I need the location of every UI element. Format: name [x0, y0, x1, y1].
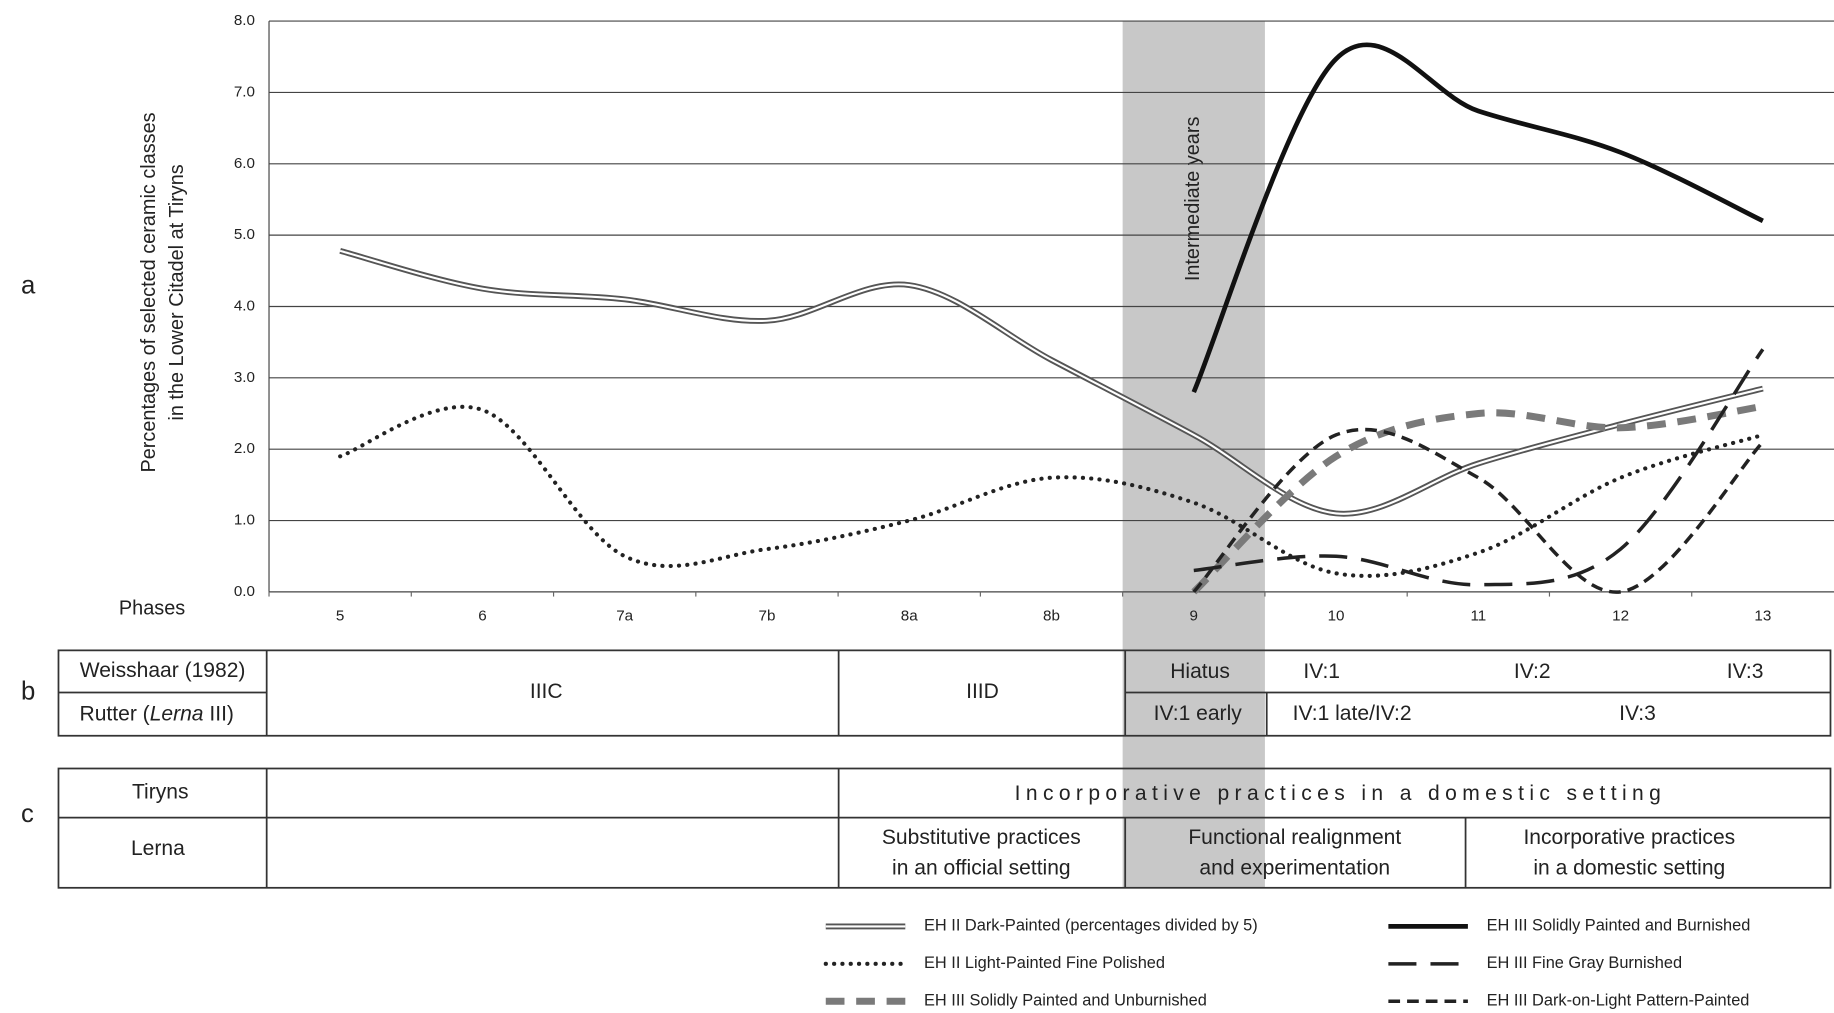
- row-label-part: III): [204, 702, 234, 725]
- cell: Incorporative practices in a domestic se…: [1015, 782, 1667, 805]
- shaded-band: [1122, 21, 1265, 888]
- series-line: [1192, 427, 1765, 594]
- row-label-part: Rutter (: [80, 702, 150, 725]
- x-axis-title: Phases: [119, 598, 185, 620]
- legend-label: EH II Light-Painted Fine Polished: [924, 954, 1165, 972]
- x-tick-label: 12: [1612, 607, 1629, 624]
- series-line: [1191, 402, 1764, 595]
- row-label-part: Lerna: [150, 702, 204, 725]
- y-tick-label: 8.0: [234, 12, 255, 29]
- legend-label: EH II Dark-Painted (percentages divided …: [924, 917, 1258, 935]
- row-label: Rutter (Lerna III): [80, 702, 234, 725]
- panel-label: c: [21, 800, 34, 828]
- y-tick-label: 0.0: [234, 583, 255, 600]
- y-tick-label: 4.0: [234, 298, 255, 315]
- series-line-inner: [339, 249, 1764, 515]
- row-label: Lerna: [131, 837, 185, 860]
- y-tick-label: 3.0: [234, 369, 255, 386]
- y-axis-title-line: Percentages of selected ceramic classes: [138, 112, 160, 472]
- cell-line: in an official setting: [892, 857, 1071, 880]
- x-tick-label: 10: [1328, 607, 1345, 624]
- y-tick-label: 2.0: [234, 440, 255, 457]
- legend-label: EH III Dark-on-Light Pattern-Painted: [1487, 992, 1750, 1010]
- x-tick-label: 7b: [759, 607, 776, 624]
- y-tick-label: 6.0: [234, 155, 255, 172]
- x-tick-label: 9: [1190, 607, 1198, 624]
- cell: IV:1 late/IV:2: [1293, 702, 1412, 725]
- cell-line: Substitutive practices: [882, 826, 1081, 849]
- y-axis-title: Percentages of selected ceramic classes …: [138, 112, 188, 472]
- table-border: [57, 767, 1832, 889]
- band-layer: Intermediate years: [1122, 21, 1265, 888]
- practice-table: Tiryns Lerna Incorporative practices in …: [57, 767, 1832, 889]
- x-tick-label: 8b: [1043, 607, 1060, 624]
- legend-label: EH III Solidly Painted and Burnished: [1487, 917, 1751, 935]
- band-label: Intermediate years: [1182, 117, 1204, 282]
- row-label: Tiryns: [132, 781, 189, 804]
- cell: Hiatus: [1170, 660, 1230, 683]
- y-tick-label: 7.0: [234, 83, 255, 100]
- y-tick-label: 5.0: [234, 226, 255, 243]
- cell: IV:1 early: [1154, 702, 1243, 725]
- panel-label: a: [21, 271, 36, 299]
- x-tick-label: 13: [1754, 607, 1771, 624]
- y-axis-title-line: in the Lower Citadel at Tiryns: [166, 164, 188, 420]
- cell-line: and experimentation: [1199, 857, 1390, 880]
- y-tick-label: 1.0: [234, 512, 255, 529]
- cell: IV:3: [1619, 702, 1656, 725]
- cell-line: Functional realignment: [1188, 826, 1401, 849]
- legend-label: EH III Fine Gray Burnished: [1487, 954, 1682, 972]
- cell: IIIC: [530, 680, 563, 703]
- panel-label: b: [21, 677, 35, 705]
- row-label: Weisshaar (1982): [80, 659, 246, 682]
- x-tick-label: 11: [1470, 607, 1486, 624]
- x-tick-label: 8a: [901, 607, 918, 624]
- x-tick-label: 5: [336, 607, 344, 624]
- legend-label: EH III Solidly Painted and Unburnished: [924, 992, 1207, 1010]
- cell: IIID: [966, 680, 999, 703]
- cell-line: Incorporative practices: [1523, 826, 1735, 849]
- cell-line: in a domestic setting: [1533, 857, 1725, 880]
- phase-table: Weisshaar (1982) Rutter (Lerna III) IIIC…: [57, 649, 1832, 737]
- x-tick-label: 6: [478, 607, 486, 624]
- series-line: [1191, 42, 1764, 394]
- cell: IV:2: [1514, 660, 1551, 683]
- cell: IV:1: [1303, 660, 1340, 683]
- cell: IV:3: [1727, 660, 1764, 683]
- legend: EH II Dark-Painted (percentages divided …: [823, 917, 1751, 1010]
- series-line: [1193, 348, 1765, 587]
- series-line: [338, 404, 1765, 578]
- x-tick-label: 7a: [616, 607, 633, 624]
- plot-layer: 0.0 1.0 2.0 3.0 4.0 5.0 6.0 7.0 8.0 5 6 7a 7b 8a 8b 9 10…: [234, 12, 1834, 624]
